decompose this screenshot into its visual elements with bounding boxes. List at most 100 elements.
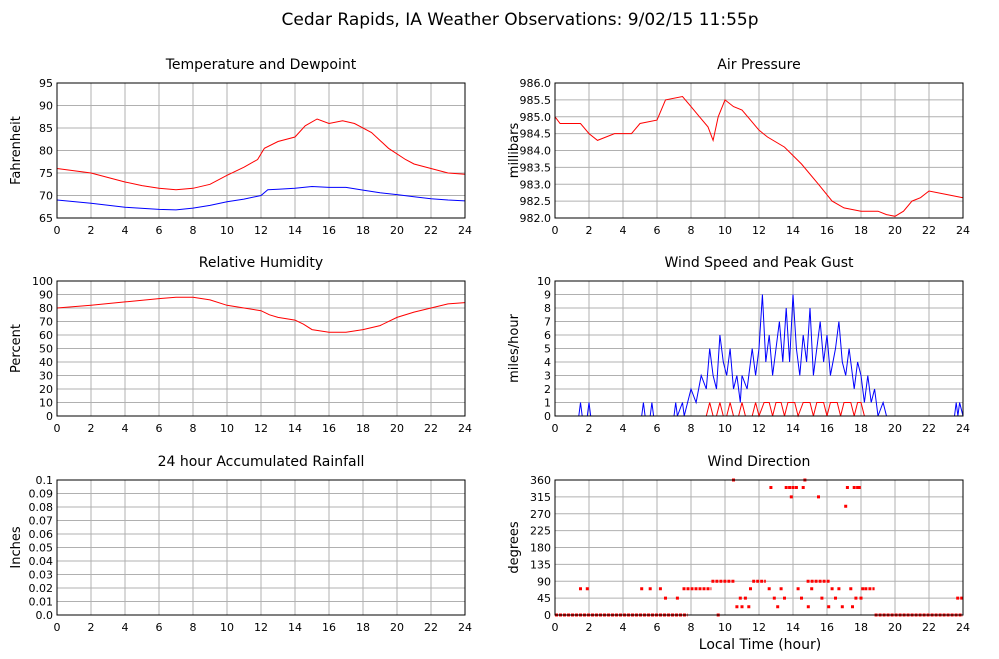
y-tick-label: 0.0 bbox=[36, 609, 54, 622]
direction-point bbox=[801, 486, 805, 489]
x-tick-label: 12 bbox=[254, 422, 268, 435]
x-tick-label: 6 bbox=[654, 224, 661, 237]
y-tick-label: 7 bbox=[544, 316, 551, 329]
y-tick-label: 0.01 bbox=[29, 596, 54, 609]
x-tick-label: 24 bbox=[956, 621, 970, 634]
x-tick-label: 22 bbox=[922, 224, 936, 237]
direction-point bbox=[820, 596, 824, 600]
x-tick-label: 4 bbox=[620, 224, 627, 237]
y-tick-label: 982.0 bbox=[520, 212, 552, 225]
y-tick-label: 0.02 bbox=[29, 582, 54, 595]
x-tick-label: 24 bbox=[956, 422, 970, 435]
x-tick-label: 24 bbox=[458, 224, 472, 237]
x-tick-label: 6 bbox=[156, 422, 163, 435]
direction-point bbox=[738, 596, 742, 600]
x-tick-label: 8 bbox=[688, 621, 695, 634]
y-tick-label: 65 bbox=[39, 212, 53, 225]
y-tick-label: 10 bbox=[39, 397, 53, 410]
x-tick-label: 14 bbox=[786, 621, 800, 634]
y-tick-label: 90 bbox=[39, 100, 53, 113]
plot-frame bbox=[56, 82, 466, 219]
direction-point bbox=[844, 504, 848, 508]
y-tick-label: 0.05 bbox=[29, 542, 54, 555]
y-tick-label: 45 bbox=[537, 592, 551, 605]
x-tick-label: 0 bbox=[54, 224, 61, 237]
direction-point bbox=[784, 486, 788, 489]
y-axis-label: Fahrenheit bbox=[9, 116, 24, 185]
x-tick-label: 2 bbox=[88, 422, 95, 435]
direction-point bbox=[796, 587, 800, 591]
y-tick-label: 0.06 bbox=[29, 528, 54, 541]
direction-point bbox=[675, 596, 679, 600]
direction-point bbox=[740, 605, 744, 609]
direction-point bbox=[830, 587, 834, 591]
x-tick-label: 18 bbox=[356, 422, 370, 435]
x-tick-label: 16 bbox=[322, 621, 336, 634]
y-tick-label: 70 bbox=[39, 316, 53, 329]
x-tick-label: 6 bbox=[654, 621, 661, 634]
x-tick-label: 12 bbox=[254, 621, 268, 634]
x-tick-label: 20 bbox=[390, 224, 404, 237]
direction-point bbox=[827, 605, 831, 609]
x-tick-label: 2 bbox=[586, 422, 593, 435]
y-tick-label: 984.5 bbox=[520, 128, 552, 141]
y-tick-label: 20 bbox=[39, 383, 53, 396]
direction-point bbox=[806, 605, 810, 609]
y-axis-label: Percent bbox=[9, 324, 24, 373]
direction-point bbox=[789, 495, 793, 499]
plot-frame bbox=[56, 280, 466, 417]
x-tick-label: 8 bbox=[190, 621, 197, 634]
direction-point bbox=[640, 587, 644, 591]
y-tick-label: 85 bbox=[39, 122, 53, 135]
x-tick-label: 12 bbox=[752, 422, 766, 435]
x-tick-label: 22 bbox=[922, 621, 936, 634]
chart-title: Temperature and Dewpoint bbox=[165, 57, 357, 73]
y-tick-label: 10 bbox=[537, 275, 551, 288]
x-tick-label: 18 bbox=[854, 422, 868, 435]
x-tick-label: 14 bbox=[288, 422, 302, 435]
y-tick-label: 70 bbox=[39, 190, 53, 203]
y-tick-label: 983.0 bbox=[520, 178, 552, 191]
direction-point bbox=[772, 596, 776, 600]
direction-point bbox=[845, 486, 849, 489]
chart-title: Wind Speed and Peak Gust bbox=[665, 255, 854, 271]
direction-point bbox=[852, 486, 856, 489]
y-tick-label: 90 bbox=[537, 575, 551, 588]
direction-point bbox=[783, 596, 786, 600]
x-tick-label: 14 bbox=[288, 224, 302, 237]
x-tick-label: 10 bbox=[718, 224, 732, 237]
y-tick-label: 985.5 bbox=[520, 94, 552, 107]
chart-title: Wind Direction bbox=[708, 454, 811, 470]
x-tick-label: 18 bbox=[854, 224, 868, 237]
x-tick-label: 10 bbox=[718, 621, 732, 634]
y-tick-label: 1 bbox=[544, 397, 551, 410]
x-tick-label: 24 bbox=[956, 224, 970, 237]
y-tick-label: 75 bbox=[39, 167, 53, 180]
x-tick-label: 2 bbox=[88, 621, 95, 634]
direction-point bbox=[769, 486, 773, 489]
x-tick-label: 18 bbox=[356, 621, 370, 634]
plot-frame bbox=[554, 280, 964, 417]
x-tick-label: 18 bbox=[854, 621, 868, 634]
y-tick-label: 90 bbox=[39, 289, 53, 302]
x-tick-label: 12 bbox=[752, 224, 766, 237]
direction-point bbox=[747, 605, 751, 609]
y-tick-label: 0.04 bbox=[29, 555, 54, 568]
y-tick-label: 0.08 bbox=[29, 501, 54, 514]
y-tick-label: 225 bbox=[530, 525, 551, 538]
x-tick-label: 16 bbox=[322, 224, 336, 237]
direction-point bbox=[767, 587, 771, 591]
direction-point bbox=[658, 587, 662, 591]
y-tick-label: 5 bbox=[544, 343, 551, 356]
x-tick-label: 14 bbox=[786, 422, 800, 435]
series-line bbox=[554, 95, 964, 217]
direction-point bbox=[857, 486, 861, 489]
series-line bbox=[56, 296, 466, 333]
y-tick-label: 982.5 bbox=[520, 195, 552, 208]
x-tick-label: 20 bbox=[888, 621, 902, 634]
x-tick-label: 16 bbox=[820, 224, 834, 237]
direction-point bbox=[861, 587, 865, 591]
